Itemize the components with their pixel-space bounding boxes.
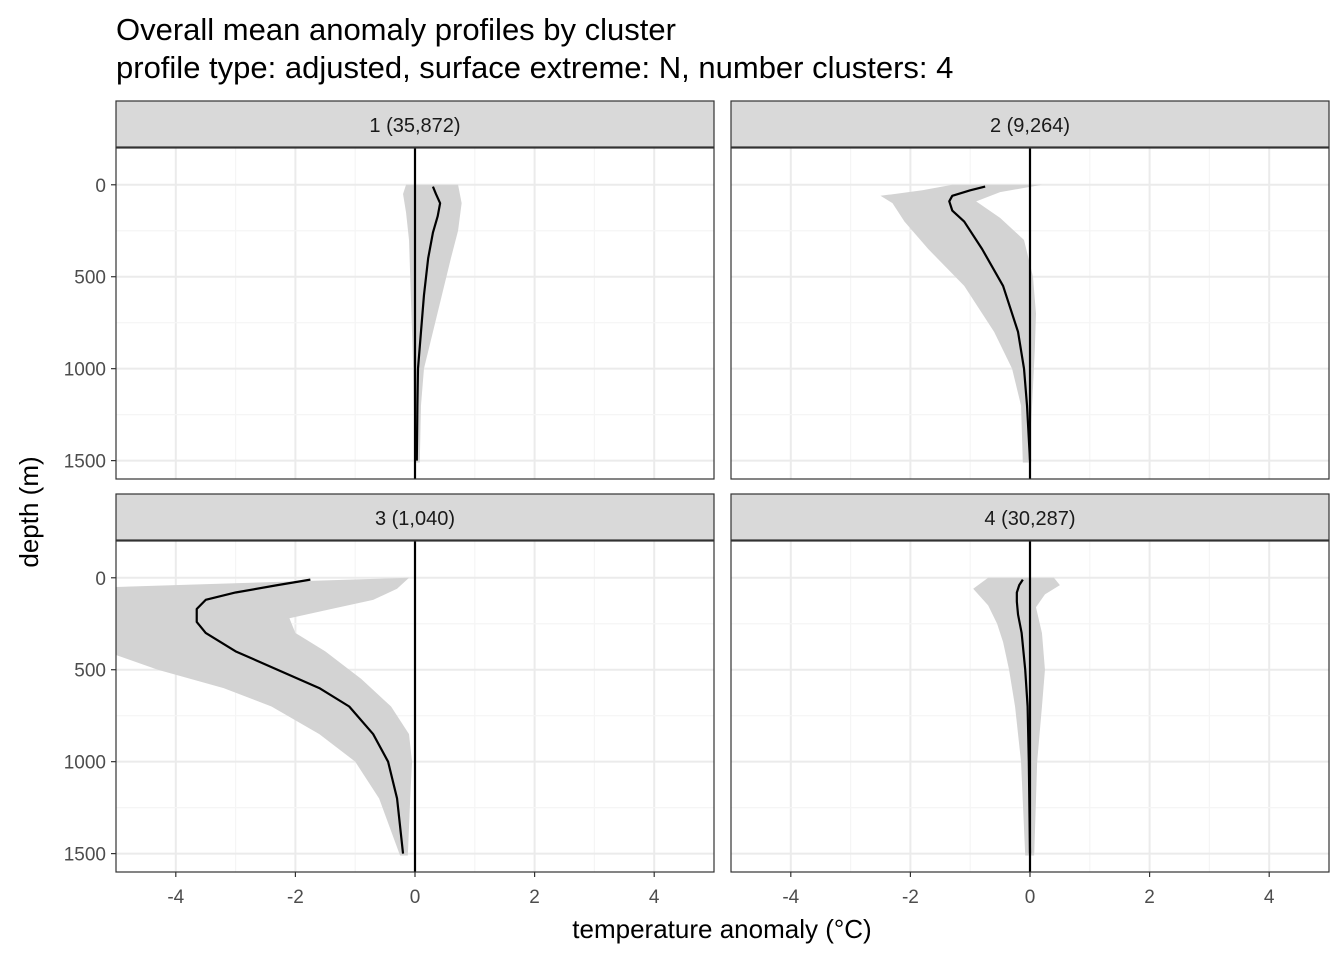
y-tick-label: 0 bbox=[95, 176, 106, 197]
facet-strip-label: 4 (30,287) bbox=[984, 508, 1075, 530]
panel-data bbox=[116, 541, 417, 872]
x-tick-label: 4 bbox=[1264, 887, 1275, 908]
confidence-ribbon bbox=[403, 184, 462, 463]
y-tick-label: 500 bbox=[74, 661, 106, 682]
x-tick-label: -4 bbox=[167, 887, 184, 908]
x-tick-label: 2 bbox=[529, 887, 540, 908]
x-tick-label: -2 bbox=[902, 887, 919, 908]
facet-strip bbox=[115, 493, 715, 541]
facet-strip bbox=[115, 100, 715, 148]
facet-strip-label: 2 (9,264) bbox=[990, 115, 1070, 137]
y-tick-label: 500 bbox=[74, 268, 106, 289]
facet-strip bbox=[730, 100, 1330, 148]
mean-profile-line bbox=[195, 578, 405, 854]
facet-panel-4: 4 (30,287) -4 -2 0 2 4 bbox=[730, 493, 1330, 908]
chart-subtitle: profile type: adjusted, surface extreme:… bbox=[116, 50, 953, 85]
y-axis-title: depth (m) bbox=[14, 456, 44, 567]
facet-strip-label: 3 (1,040) bbox=[375, 508, 455, 530]
mean-profile-line bbox=[948, 185, 1032, 461]
panel-data bbox=[403, 148, 462, 479]
facet-panels: 1 (35,872) 0 500 1000 1500 2 (9,264) 3 (1,040)… bbox=[64, 100, 1330, 908]
mean-profile-line bbox=[1015, 579, 1032, 854]
panel-data bbox=[973, 541, 1060, 872]
facet-panel-1: 1 (35,872) 0 500 1000 1500 bbox=[64, 100, 715, 480]
y-tick-label: 1500 bbox=[64, 452, 106, 473]
facet-panel-2: 2 (9,264) bbox=[730, 100, 1330, 480]
x-tick-label: -4 bbox=[782, 887, 799, 908]
facet-strip-label: 1 (35,872) bbox=[369, 115, 460, 137]
y-tick-label: 1000 bbox=[64, 753, 106, 774]
x-axis-title: temperature anomaly (°C) bbox=[572, 914, 871, 944]
panel-data bbox=[880, 148, 1042, 479]
confidence-ribbon bbox=[880, 184, 1042, 463]
x-tick-label: 4 bbox=[649, 887, 660, 908]
confidence-ribbon bbox=[116, 577, 413, 856]
panel-border bbox=[730, 147, 1330, 480]
x-tick-label: -2 bbox=[287, 887, 304, 908]
confidence-ribbon bbox=[973, 577, 1060, 856]
y-tick-label: 1000 bbox=[64, 360, 106, 381]
facet-strip bbox=[730, 493, 1330, 541]
y-tick-label: 0 bbox=[95, 569, 106, 590]
mean-profile-line bbox=[415, 186, 442, 461]
y-tick-label: 1500 bbox=[64, 845, 106, 866]
chart-title: Overall mean anomaly profiles by cluster bbox=[116, 12, 676, 47]
facet-panel-3: 3 (1,040) 0 500 1000 1500 -4 -2 0 2 4 bbox=[64, 493, 715, 908]
x-tick-label: 0 bbox=[410, 887, 421, 908]
x-tick-label: 0 bbox=[1025, 887, 1036, 908]
x-tick-label: 2 bbox=[1144, 887, 1155, 908]
panel-border bbox=[115, 147, 715, 480]
